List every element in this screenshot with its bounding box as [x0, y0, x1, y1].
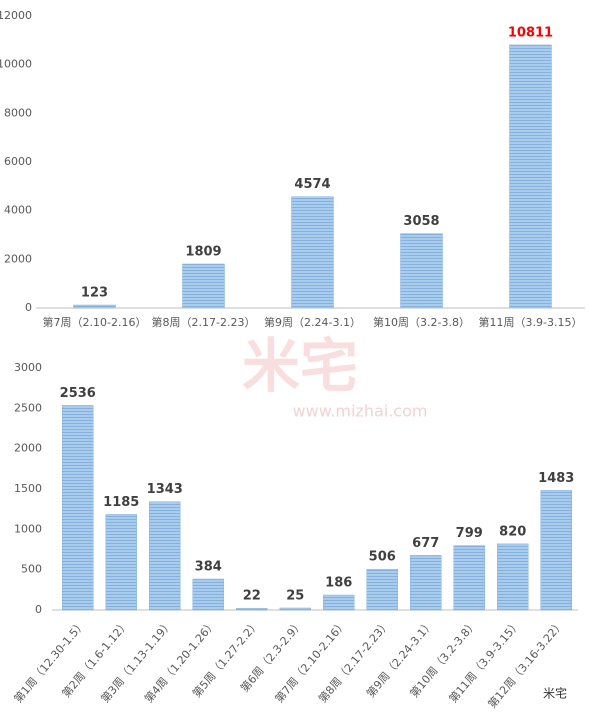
bar [192, 578, 224, 611]
x-tick-label: 第7周（2.10-2.16） [272, 617, 350, 706]
bar [323, 594, 355, 611]
x-tick-label: 第3周（1.13-1.19） [98, 617, 176, 706]
y-tick-label: 2000 [4, 252, 32, 265]
x-tick-label: 第10周（3.2-3.8） [373, 315, 470, 329]
x-tick-label: 第8周（2.17-2.23） [315, 617, 393, 706]
y-tick-label: 3000 [14, 361, 42, 374]
bar [291, 196, 334, 309]
value-label: 799 [456, 526, 483, 541]
y-tick-label: 500 [21, 563, 42, 576]
y-tick-label: 4000 [4, 204, 32, 217]
value-label: 186 [325, 575, 352, 590]
value-label: 4574 [294, 177, 330, 192]
x-tick-label: 第9周（2.24-3.1） [264, 315, 361, 329]
bar [366, 568, 398, 611]
bar [509, 44, 552, 309]
value-label: 123 [81, 286, 108, 301]
value-label: 2536 [60, 386, 96, 401]
y-tick-label: 6000 [4, 155, 32, 168]
y-tick-label: 12000 [0, 9, 32, 22]
bar [182, 263, 225, 309]
y-tick-label: 10000 [0, 58, 32, 71]
y-tick-label: 2500 [14, 401, 42, 414]
bar [236, 607, 268, 611]
value-label: 1343 [147, 482, 183, 497]
x-tick-label: 第1周（12.30-1.5） [11, 617, 89, 706]
x-tick-label: 第8周（2.17-2.23） [152, 315, 256, 329]
value-label: 677 [412, 536, 439, 551]
value-label: 506 [369, 550, 396, 565]
value-label: 1185 [103, 495, 139, 510]
value-label: 384 [195, 560, 222, 575]
value-label: 1483 [538, 471, 574, 486]
logo: 米宅 [543, 686, 567, 701]
bar [73, 304, 116, 309]
bar [540, 490, 572, 611]
y-tick-label: 2000 [14, 442, 42, 455]
y-tick-label: 0 [25, 301, 32, 314]
bar [453, 545, 485, 611]
bar [279, 607, 311, 611]
x-tick-label: 第11周（3.9-3.15） [479, 315, 583, 329]
watermark: 米宅 [242, 332, 358, 400]
value-label: 820 [499, 524, 526, 539]
bar [400, 233, 443, 309]
value-label: 1809 [185, 244, 221, 259]
x-tick-label: 第4周（1.20-1.26） [141, 617, 219, 706]
y-tick-label: 0 [35, 603, 42, 616]
watermark-url: www.mizhai.com [293, 402, 428, 421]
bar [410, 555, 442, 611]
value-label: 22 [243, 589, 261, 604]
bar [105, 514, 137, 611]
y-tick-label: 1000 [14, 522, 42, 535]
y-tick-label: 1500 [14, 482, 42, 495]
value-label: 25 [286, 588, 304, 603]
x-tick-label: 第7周（2.10-2.16） [43, 315, 147, 329]
bar [497, 543, 529, 611]
value-label: 3058 [403, 214, 439, 229]
bar [149, 501, 181, 611]
bar [62, 405, 94, 611]
y-tick-label: 8000 [4, 106, 32, 119]
x-tick-label: 第11周（3.9-3.15） [446, 617, 524, 706]
value-label: 10811 [508, 25, 553, 40]
